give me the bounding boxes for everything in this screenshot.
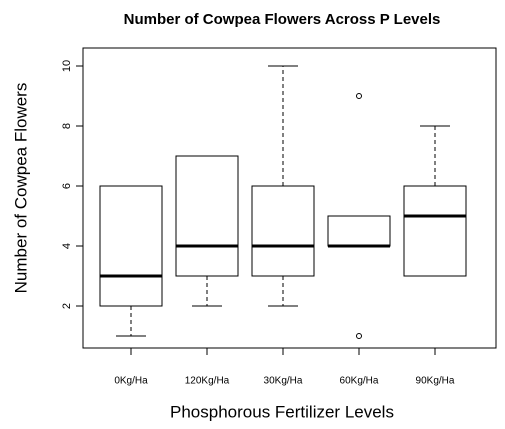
- y-tick-label: 10: [61, 60, 73, 72]
- chart-title: Number of Cowpea Flowers Across P Levels: [124, 11, 441, 28]
- x-tick-label: 60Kg/Ha: [340, 376, 379, 387]
- y-tick-label: 6: [61, 183, 73, 189]
- y-tick-label: 8: [61, 123, 73, 129]
- y-axis-label: Number of Cowpea Flowers: [11, 83, 30, 294]
- outlier: [356, 333, 362, 339]
- box: [251, 185, 315, 277]
- box: [327, 215, 391, 247]
- x-tick-label: 120Kg/Ha: [185, 376, 230, 387]
- plot-frame: [82, 47, 497, 349]
- box: [403, 185, 467, 277]
- box: [99, 185, 163, 307]
- y-tick-label: 4: [61, 243, 73, 249]
- box: [175, 155, 239, 277]
- x-axis-label: Phosphorous Fertilizer Levels: [170, 402, 394, 421]
- x-tick-label: 0Kg/Ha: [114, 376, 148, 387]
- x-tick-label: 90Kg/Ha: [416, 376, 455, 387]
- x-tick-label: 30Kg/Ha: [264, 376, 303, 387]
- outlier: [356, 93, 362, 99]
- y-tick-label: 2: [61, 303, 73, 309]
